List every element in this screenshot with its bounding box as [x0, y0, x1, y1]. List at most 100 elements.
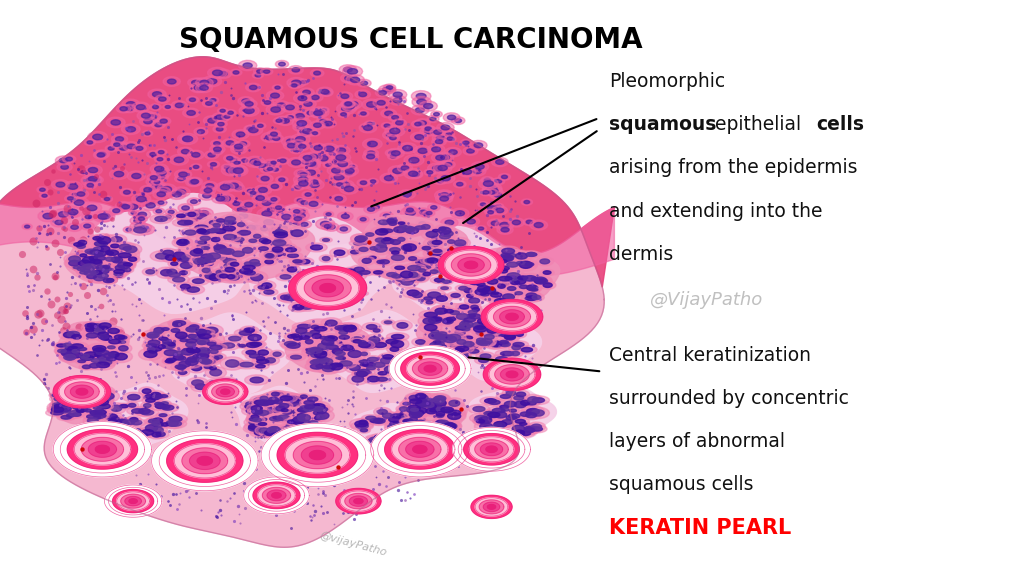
Point: [372, 395, 388, 404]
Polygon shape: [91, 251, 105, 259]
Point: [339, 431, 355, 440]
Point: [337, 208, 353, 217]
Point: [315, 508, 332, 517]
Polygon shape: [419, 245, 434, 251]
Polygon shape: [191, 153, 200, 157]
Polygon shape: [531, 277, 539, 281]
Point: [367, 215, 383, 224]
Polygon shape: [63, 343, 72, 347]
Polygon shape: [172, 218, 197, 227]
Polygon shape: [102, 404, 111, 408]
Polygon shape: [439, 339, 445, 342]
Point: [157, 135, 173, 145]
Point: [36, 317, 52, 326]
Point: [244, 325, 260, 334]
Polygon shape: [185, 323, 203, 331]
Polygon shape: [338, 323, 361, 335]
Polygon shape: [184, 348, 193, 352]
Point: [493, 257, 509, 267]
Polygon shape: [431, 111, 442, 118]
Point: [368, 105, 384, 114]
Polygon shape: [369, 242, 392, 255]
Point: [327, 289, 343, 298]
Polygon shape: [90, 255, 111, 262]
Polygon shape: [321, 318, 342, 328]
Polygon shape: [368, 357, 379, 361]
Polygon shape: [284, 426, 300, 435]
Point: [186, 343, 203, 352]
Polygon shape: [47, 401, 69, 414]
Polygon shape: [430, 339, 443, 345]
Point: [469, 206, 485, 215]
Point: [371, 242, 387, 252]
Point: [153, 491, 169, 501]
Polygon shape: [158, 201, 164, 204]
Polygon shape: [163, 267, 180, 276]
Polygon shape: [376, 355, 398, 366]
Point: [141, 374, 158, 383]
Point: [506, 318, 522, 327]
Polygon shape: [386, 134, 399, 142]
Polygon shape: [462, 335, 476, 340]
Polygon shape: [181, 213, 191, 218]
Polygon shape: [176, 260, 198, 271]
Polygon shape: [148, 89, 166, 100]
Point: [68, 252, 84, 262]
Polygon shape: [459, 269, 471, 276]
Point: [293, 369, 309, 378]
Point: [222, 494, 239, 503]
Polygon shape: [395, 221, 408, 225]
Polygon shape: [210, 353, 226, 361]
Polygon shape: [203, 76, 222, 87]
Polygon shape: [314, 416, 322, 420]
Polygon shape: [141, 430, 154, 435]
Point: [207, 112, 223, 122]
Polygon shape: [271, 392, 280, 396]
Polygon shape: [512, 328, 525, 333]
Polygon shape: [347, 69, 357, 74]
Polygon shape: [417, 93, 426, 99]
Polygon shape: [514, 274, 531, 282]
Point: [29, 350, 45, 359]
Polygon shape: [141, 200, 160, 211]
Polygon shape: [187, 377, 208, 388]
Polygon shape: [477, 336, 497, 346]
Polygon shape: [451, 336, 471, 344]
Polygon shape: [402, 405, 420, 415]
Polygon shape: [438, 420, 449, 425]
Point: [183, 147, 200, 156]
Polygon shape: [368, 340, 392, 350]
Point: [147, 373, 164, 382]
Polygon shape: [223, 273, 244, 282]
Polygon shape: [383, 218, 400, 225]
Polygon shape: [197, 338, 209, 344]
Polygon shape: [301, 157, 321, 168]
Point: [378, 242, 394, 252]
Point: [323, 324, 339, 334]
Polygon shape: [94, 348, 104, 353]
Polygon shape: [236, 217, 241, 220]
Polygon shape: [230, 215, 238, 219]
Point: [93, 359, 110, 369]
Polygon shape: [110, 268, 129, 275]
Polygon shape: [290, 281, 305, 287]
Point: [309, 456, 326, 465]
Polygon shape: [299, 88, 314, 97]
Polygon shape: [338, 161, 347, 166]
Polygon shape: [507, 359, 525, 365]
Polygon shape: [424, 247, 436, 253]
Polygon shape: [354, 499, 362, 503]
Polygon shape: [119, 336, 127, 339]
Point: [371, 479, 387, 488]
Polygon shape: [306, 359, 323, 366]
Point: [288, 143, 304, 153]
Polygon shape: [232, 204, 252, 215]
Polygon shape: [422, 211, 432, 217]
Point: [213, 218, 229, 228]
Polygon shape: [250, 377, 263, 383]
Polygon shape: [330, 342, 348, 349]
Polygon shape: [383, 131, 398, 139]
Polygon shape: [316, 335, 331, 340]
Point: [79, 334, 95, 343]
Polygon shape: [528, 275, 552, 286]
